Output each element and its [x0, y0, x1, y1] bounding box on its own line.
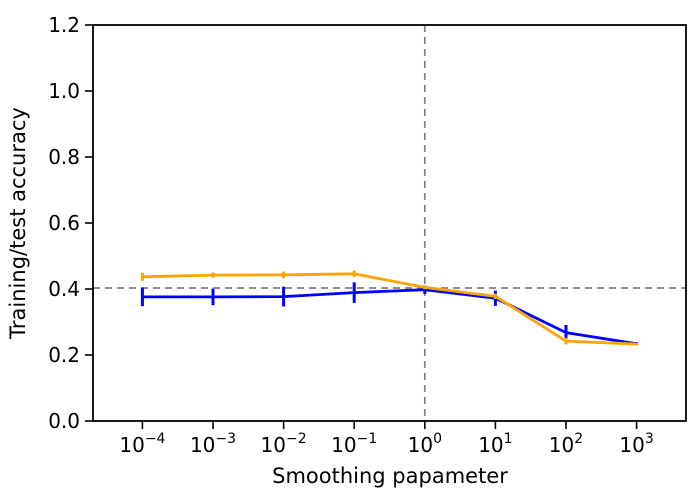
- x-tick-label: 10−1: [331, 431, 377, 457]
- y-tick-label: 0.6: [48, 211, 80, 235]
- y-tick-label: 1.2: [48, 13, 80, 37]
- x-tick-label: 10−2: [261, 431, 307, 457]
- y-tick-label: 0.8: [48, 145, 80, 169]
- blue-series-line: [140, 288, 638, 346]
- plot-border: [92, 24, 687, 422]
- plot-area: 10−4 10−3 10−2 10−1 100 101 102 103 0.0 0.2 0.4 0.6…: [48, 13, 687, 457]
- x-tick-label: 10−3: [190, 431, 236, 457]
- x-tick-label: 101: [478, 431, 512, 457]
- x-tick-label: 100: [408, 431, 442, 457]
- y-tick-label: 0.4: [48, 277, 80, 301]
- x-tick-label: 102: [549, 431, 583, 457]
- x-tick-label: 103: [619, 431, 653, 457]
- y-tick-label: 1.0: [48, 79, 80, 103]
- x-tick-label: 10−4: [119, 431, 165, 457]
- orange-series-line: [140, 272, 638, 346]
- y-tick-label: 0.0: [48, 409, 80, 433]
- x-axis-label: Smoothing papameter: [272, 464, 508, 488]
- y-tick-label: 0.2: [48, 343, 80, 367]
- y-axis-label: Training/test accuracy: [6, 107, 30, 340]
